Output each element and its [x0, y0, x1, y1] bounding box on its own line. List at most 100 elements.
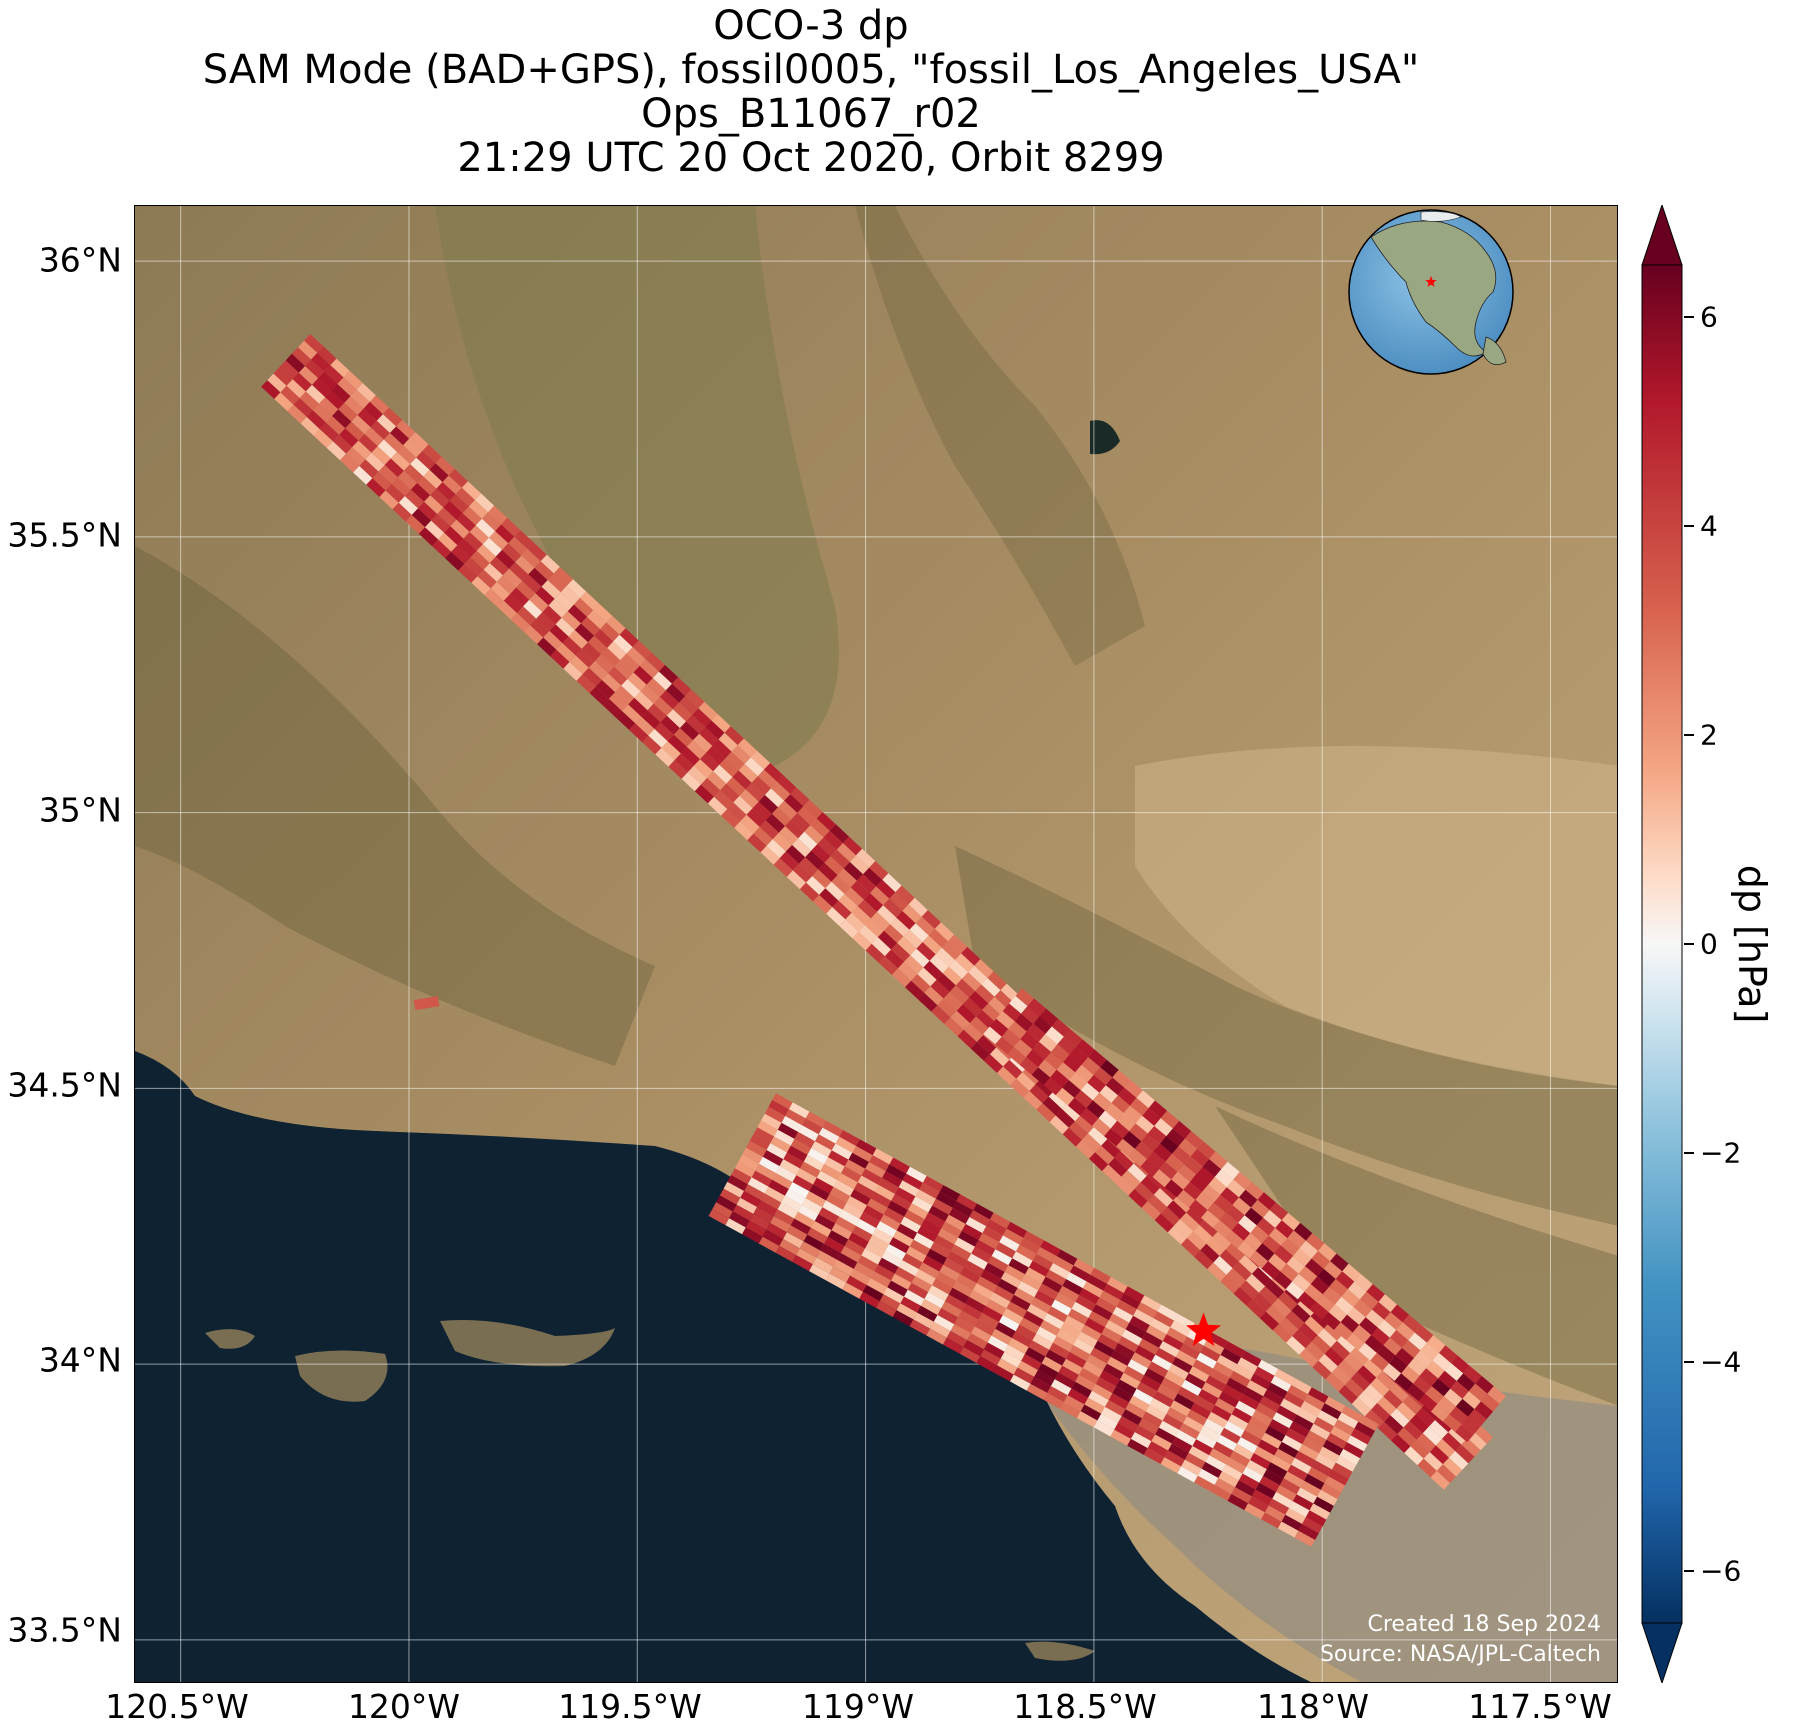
dp-cell — [734, 821, 754, 841]
dp-cell — [1151, 1434, 1172, 1451]
dp-cell — [918, 992, 938, 1012]
dp-cell — [968, 965, 988, 985]
dp-cell — [455, 487, 475, 507]
dp-cell — [1123, 1366, 1145, 1382]
dp-cell — [379, 490, 399, 510]
dp-cell — [1326, 1433, 1347, 1449]
dp-cell — [1030, 1376, 1051, 1393]
dp-cell — [510, 613, 531, 632]
dp-cell — [1213, 1256, 1233, 1275]
dp-cell — [758, 795, 778, 814]
dp-cell — [1130, 1432, 1152, 1449]
dp-cell — [1013, 1288, 1035, 1304]
dp-cell — [863, 1285, 884, 1301]
dp-cell — [1273, 1271, 1293, 1290]
dp-cell — [1209, 1448, 1230, 1465]
dp-cell — [829, 1266, 850, 1283]
dp-cell — [1261, 1261, 1281, 1279]
dp-cell — [1049, 1342, 1070, 1359]
dp-cell — [1116, 1299, 1137, 1316]
dp-cell — [1280, 1398, 1301, 1415]
dp-cell — [516, 606, 537, 626]
dp-cell — [1027, 998, 1047, 1017]
dp-cell — [1039, 1320, 1061, 1336]
dp-cell — [626, 647, 646, 666]
dp-cell — [965, 1217, 987, 1234]
dp-cell — [958, 1310, 979, 1327]
dp-cell — [1242, 1466, 1264, 1483]
dp-cell — [897, 936, 917, 956]
dp-cell — [273, 367, 293, 386]
dp-cell — [969, 991, 989, 1010]
title-line-4: 21:29 UTC 20 Oct 2020, Orbit 8299 — [457, 135, 1165, 181]
dp-cell — [876, 1301, 897, 1317]
dp-cell — [922, 1175, 944, 1192]
dp-cell — [1406, 1383, 1426, 1402]
dp-cell — [820, 1243, 841, 1260]
dp-cell — [919, 1262, 940, 1279]
dp-cell — [963, 1260, 985, 1277]
dp-cell — [1121, 1329, 1143, 1346]
dp-cell — [1376, 1345, 1396, 1364]
dp-cell — [855, 1218, 877, 1235]
dp-cell — [1138, 1338, 1160, 1355]
dp-cell — [1263, 1469, 1284, 1486]
dp-cell — [488, 531, 509, 550]
dp-cell — [737, 738, 757, 758]
dp-cell — [502, 543, 522, 563]
dp-cell — [1222, 1384, 1243, 1401]
dp-cell — [672, 677, 692, 697]
dp-cell — [1435, 1438, 1456, 1458]
satellite-map[interactable] — [135, 206, 1618, 1683]
colorbar-gradient — [1641, 264, 1683, 1624]
dp-cell — [1298, 1524, 1319, 1540]
dp-cell — [1487, 1386, 1506, 1404]
dp-cell — [857, 1255, 878, 1272]
dp-cell — [1175, 1350, 1197, 1367]
dp-cell — [1170, 1320, 1191, 1337]
dp-cell — [1390, 1304, 1410, 1323]
dp-cell — [1378, 1421, 1398, 1441]
dp-cell — [708, 1209, 730, 1226]
dp-cell — [311, 352, 331, 372]
dp-cell — [1116, 1138, 1135, 1157]
dp-cell — [1134, 1141, 1154, 1160]
dp-cell — [405, 515, 425, 534]
dp-cell — [1197, 1468, 1219, 1485]
dp-cell — [974, 959, 994, 978]
colorbar-tick-label: 2 — [1700, 718, 1718, 752]
dp-cell — [937, 998, 957, 1018]
dp-cell — [734, 1161, 756, 1178]
dp-cell — [1199, 1425, 1221, 1442]
dp-cell — [1036, 1103, 1056, 1123]
dp-cell — [890, 917, 910, 937]
dp-cell — [1328, 1304, 1347, 1323]
dp-cell — [1286, 1336, 1306, 1355]
dp-cell — [1003, 1059, 1023, 1079]
dp-cell — [1146, 1325, 1167, 1342]
colorbar-label: dp [hPa] — [1730, 864, 1774, 1024]
dp-cell — [930, 979, 950, 999]
dp-cell — [792, 1255, 813, 1272]
dp-cell — [969, 1290, 990, 1307]
dp-cell — [840, 1246, 862, 1263]
dp-cell — [1098, 1110, 1118, 1129]
dp-cell — [725, 1218, 746, 1235]
dp-cell — [1259, 1311, 1280, 1331]
dp-cell — [1141, 1201, 1161, 1221]
dp-cell — [1075, 1374, 1096, 1391]
dp-cell — [816, 1250, 837, 1267]
dp-cell — [1088, 1390, 1109, 1407]
dp-cell — [924, 1212, 946, 1229]
dp-cell — [1468, 1383, 1488, 1402]
dp-cell — [965, 1296, 986, 1313]
dp-cell — [995, 1242, 1016, 1259]
dp-cell — [713, 764, 733, 784]
dp-cell — [1061, 1102, 1082, 1122]
dp-cell — [750, 750, 771, 770]
dp-cell — [1021, 1006, 1040, 1024]
dp-cell — [489, 556, 510, 576]
dp-cell — [969, 1210, 990, 1227]
map-panel[interactable]: Created 18 Sep 2024 Source: NASA/JPL-Cal… — [134, 205, 1618, 1683]
dp-cell — [876, 879, 896, 899]
